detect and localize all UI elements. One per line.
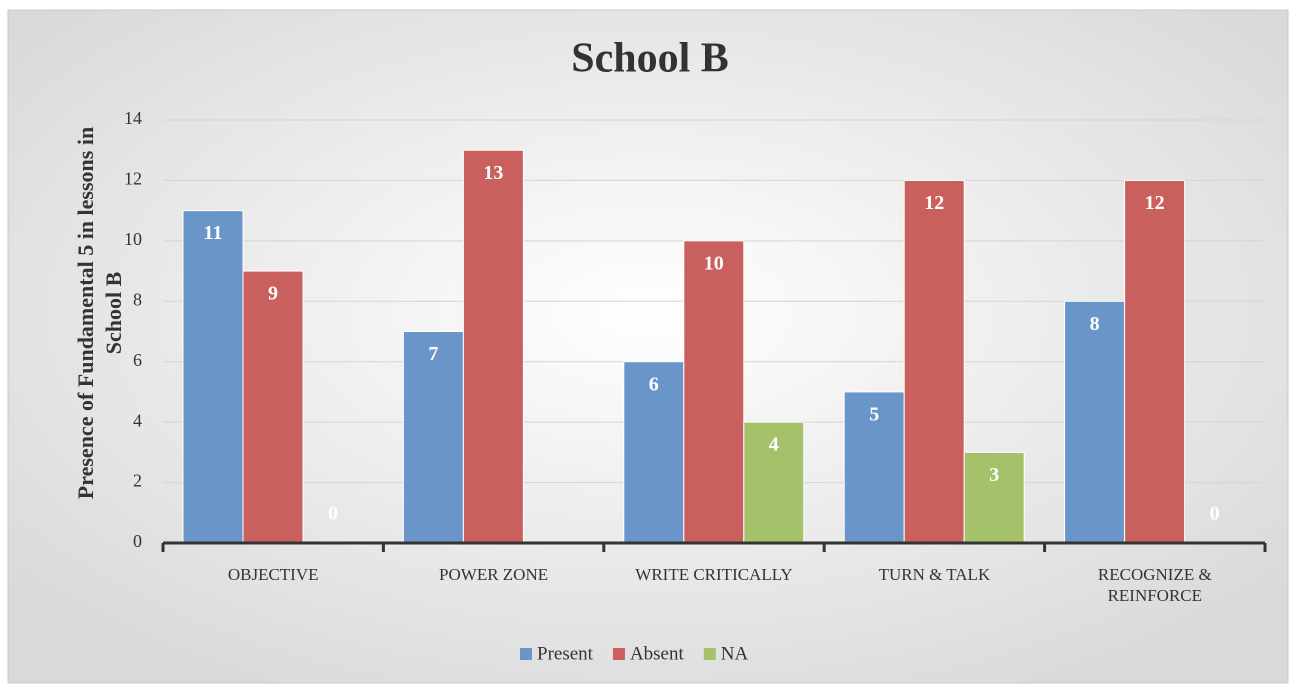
x-tick-label: TURN & TALK: [878, 565, 991, 584]
legend-swatch: [703, 648, 716, 660]
y-tick-label: 12: [124, 169, 142, 189]
data-label: 0: [1210, 503, 1220, 525]
data-label: 5: [869, 404, 879, 426]
data-label: 12: [1145, 192, 1165, 214]
data-label: 7: [428, 343, 438, 365]
y-tick-label: 6: [133, 350, 142, 370]
data-label: 9: [268, 283, 278, 305]
bar: [963, 451, 1025, 544]
data-label: 13: [483, 162, 503, 184]
y-axis-title: Presence of Fundamental 5 in lessons in …: [73, 126, 126, 500]
legend-swatch: [520, 648, 532, 660]
bar: [623, 361, 685, 544]
bar: [903, 179, 965, 544]
legend-label: NA: [721, 643, 749, 664]
bar: [743, 421, 805, 544]
data-label: 8: [1090, 313, 1100, 335]
bar: [242, 270, 304, 544]
y-tick-label: 4: [133, 410, 142, 430]
legend-swatch: [612, 648, 625, 660]
bar: [182, 210, 244, 544]
bar: [1124, 179, 1186, 544]
bar: [683, 240, 745, 544]
data-label: 0: [328, 503, 338, 525]
x-tick-label: RECOGNIZE & REINFORCE: [1097, 565, 1212, 605]
y-tick-label: 2: [133, 471, 142, 491]
y-tick-label: 10: [124, 229, 142, 249]
legend-label: Present: [537, 643, 594, 664]
data-label: 4: [769, 434, 779, 456]
x-tick-label: WRITE CRITICALLY: [635, 565, 793, 584]
data-label: 10: [704, 252, 724, 274]
chart-title: School B: [571, 36, 729, 82]
bar: [1064, 300, 1126, 544]
data-label: 3: [989, 464, 999, 486]
y-tick-label: 8: [133, 289, 142, 309]
data-label: 11: [204, 222, 223, 244]
y-tick-label: 14: [124, 108, 142, 128]
legend-label: Absent: [630, 643, 685, 664]
data-label: 12: [924, 192, 944, 214]
x-tick-label: POWER ZONE: [439, 565, 549, 584]
x-tick-label: OBJECTIVE: [227, 565, 319, 584]
bar: [843, 391, 905, 544]
bar: [462, 149, 524, 544]
data-label: 6: [649, 373, 659, 395]
y-tick-label: 0: [133, 531, 142, 551]
